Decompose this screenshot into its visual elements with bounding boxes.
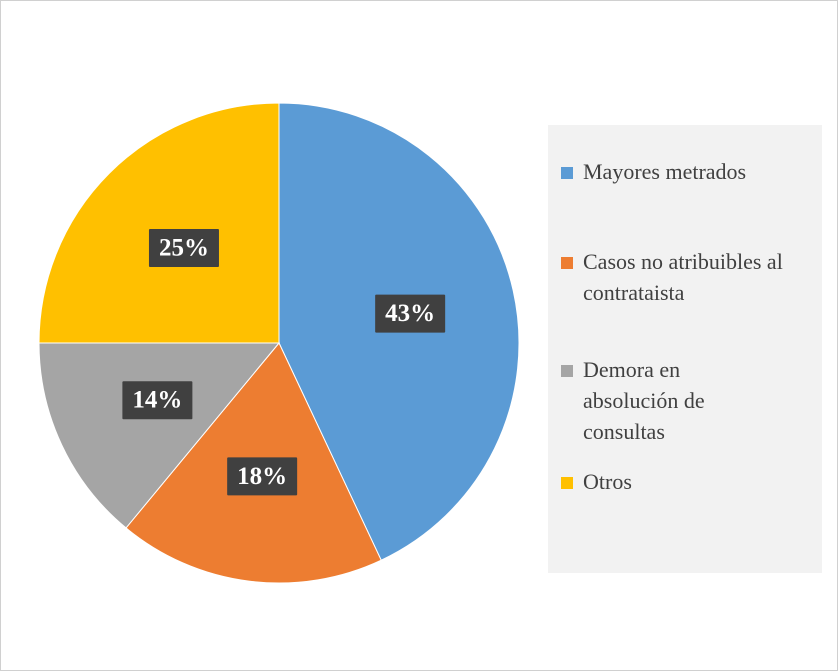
pie-slice [38,102,280,344]
legend-label: Casos no atribuibles al contrataista [583,249,783,305]
data-label-box [122,381,193,420]
data-label-box [227,457,298,496]
data-label: 14% [132,387,182,414]
data-label: 18% [237,463,287,490]
legend-item: Casos no atribuibles al contrataista [561,246,823,308]
data-label: 43% [385,300,435,327]
legend-swatch [561,477,573,489]
data-label-box [148,228,219,267]
pie-slice [38,342,281,529]
data-label-box [375,294,446,333]
legend-item: Otros [561,466,823,497]
legend-swatch [561,167,573,179]
data-label: 25% [159,234,209,261]
legend-label: Otros [583,469,632,494]
legend-label: Demora en absolución de consultas [583,357,705,444]
legend-swatch [561,257,573,269]
legend-item: Demora en absolución de consultas [561,354,743,447]
legend-item: Mayores metrados [561,156,823,187]
legend-swatch [561,365,573,377]
legend-label: Mayores metrados [583,159,747,184]
legend: Mayores metrados Casos no atribuibles al … [548,125,822,573]
